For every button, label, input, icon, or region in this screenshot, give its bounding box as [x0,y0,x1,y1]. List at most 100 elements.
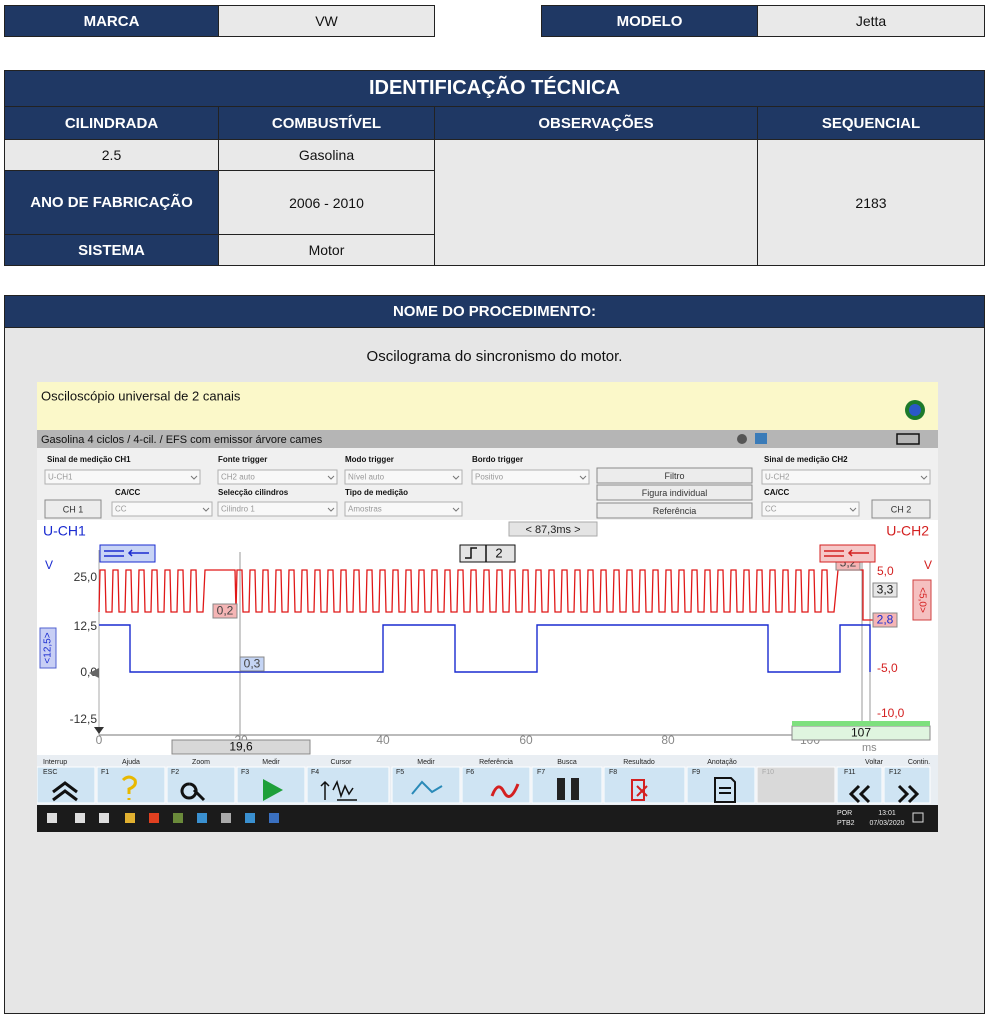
combo-value: Amostras [348,505,382,514]
combo-arrow [202,507,210,512]
y-tick-label: 12,5 [74,619,98,633]
toolbar-key[interactable]: F5 [396,769,404,776]
combo-value: Positivo [475,473,504,482]
y2-tick-label: 5,0 [877,564,894,578]
notification-icon[interactable] [912,812,924,823]
taskbar-icon[interactable] [149,813,159,823]
toolbar-key[interactable]: F10 [762,769,774,776]
y-tick-label: -12,5 [70,712,98,726]
combo-box[interactable] [217,501,338,517]
button-label[interactable]: CH 1 [63,504,84,514]
combo-value: CH2 auto [221,473,255,482]
unit-label: V [45,558,53,572]
toolbar-label[interactable]: Busca [557,759,577,766]
marker-box [872,582,898,598]
toolbar-icon [714,777,736,803]
toolbar-key[interactable]: F3 [241,769,249,776]
toolbar-button[interactable] [883,766,931,804]
taskbar-icon[interactable] [47,813,57,823]
toolbar-label[interactable]: Resultado [623,759,655,766]
taskbar-icon[interactable] [173,813,183,823]
toolbar-icon [121,775,137,800]
toolbar-key[interactable]: F6 [466,769,474,776]
combo-box[interactable] [761,469,931,485]
toolbar-label[interactable]: Ajuda [122,759,140,766]
taskbar-text: PTB2 [837,820,855,827]
channel-label: U-CH2 [886,523,929,539]
combo-box[interactable] [111,501,213,517]
channel-label: U-CH1 [43,523,86,539]
taskbar-icon[interactable] [245,813,255,823]
taskbar-icon[interactable] [221,813,231,823]
combo-box[interactable] [471,469,590,485]
button-label[interactable]: Figura individual [642,488,708,498]
trigger-icon[interactable] [459,544,516,563]
toolbar-key[interactable]: F1 [101,769,109,776]
toolbar-key[interactable]: ESC [43,769,57,776]
cursor-value: 107 [851,726,871,740]
button[interactable] [44,499,102,519]
combo-value: U-CH1 [48,473,73,482]
toolbar-key[interactable]: F9 [692,769,700,776]
toolbar-label[interactable]: Anotação [707,759,737,766]
button[interactable] [596,467,753,484]
y-tick-label: 0,0 [80,665,97,679]
combo-box[interactable] [217,469,338,485]
combo-box[interactable] [344,501,463,517]
combo-box[interactable] [44,469,201,485]
toolbar-key[interactable]: F12 [889,769,901,776]
taskbar-icon[interactable] [269,813,279,823]
toolbar-label[interactable]: Cursor [330,759,352,766]
y-tick-label: 25,0 [74,570,98,584]
years: 2006 - 2010 [218,170,435,235]
taskbar-icon[interactable] [99,813,109,823]
toolbar-button[interactable] [306,766,390,804]
toolbar-key[interactable]: F2 [171,769,179,776]
combo-box[interactable] [344,469,463,485]
taskbar-text: 07/03/2020 [869,820,904,827]
button-label[interactable]: Filtro [665,471,685,481]
toolbar-label[interactable]: Medir [262,759,280,766]
toolbar-button[interactable] [531,766,603,804]
sequence: 2183 [757,139,985,266]
toolbar-button[interactable] [756,766,836,804]
toolbar-key[interactable]: F4 [311,769,319,776]
combo-arrow [190,475,198,480]
scale-icon[interactable] [99,544,156,563]
toolbar-label[interactable]: Zoom [192,759,210,766]
toolbar-key[interactable]: F7 [537,769,545,776]
button[interactable] [596,502,753,519]
procedure-description: Oscilograma do sincronismo do motor. [366,348,623,365]
ch1-trace [99,624,871,673]
toolbar-icon [848,784,871,804]
system-label: SISTEMA [4,234,219,266]
toolbar-label[interactable]: Referência [479,759,513,766]
button-label[interactable]: CH 2 [891,504,912,514]
toolbar-label[interactable]: Interrup [43,759,67,766]
ch2-trace [98,569,877,621]
toolbar-label[interactable]: Medir [417,759,435,766]
setting-label: Sinal de medição CH1 [47,455,131,464]
marker: 3,3 [877,583,894,597]
cursor-value: 19,6 [229,740,253,754]
taskbar-icon[interactable] [75,813,85,823]
toolbar-key[interactable]: F11 [844,769,856,776]
button[interactable] [871,499,931,519]
combo-value: CC [115,505,127,514]
toolbar-key[interactable]: F8 [609,769,617,776]
taskbar-text: 13:01 [878,810,896,817]
button[interactable] [596,484,753,501]
scale-icon[interactable] [819,544,876,563]
toolbar-label[interactable]: Contin. [908,759,930,766]
trigger-marker [94,727,104,734]
taskbar-icon[interactable] [197,813,207,823]
toolbar-label[interactable]: Voltar [865,759,884,766]
button-label[interactable]: Referência [653,506,697,516]
globe-icon [909,404,921,416]
toolbar-button[interactable] [96,766,166,804]
toolbar-button[interactable] [836,766,883,804]
taskbar-icon[interactable] [125,813,135,823]
combo-box[interactable] [761,501,860,517]
x-tick-label: 80 [661,733,675,747]
